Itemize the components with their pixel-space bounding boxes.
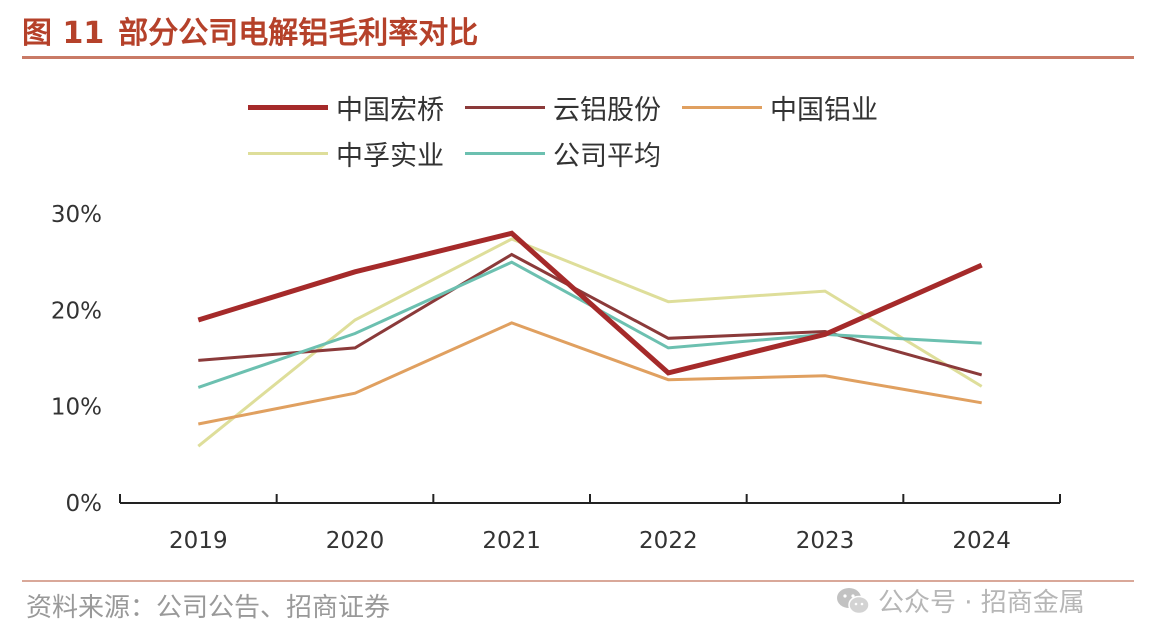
legend-swatch-series-2: [682, 105, 762, 109]
legend-swatch-series-4: [465, 151, 545, 155]
legend-swatch-series-3: [248, 151, 328, 155]
legend-swatch-series-0: [248, 104, 328, 110]
watermark-text: 公众号 · 招商金属: [878, 588, 1085, 618]
x-tick-label: 2021: [482, 528, 541, 554]
legend-label-series-4: 公司平均: [553, 140, 661, 172]
y-tick-label: 10%: [51, 395, 102, 421]
source-divider: [22, 580, 1134, 582]
watermark: 公众号 · 招商金属: [836, 582, 1085, 619]
series-line-0: [197, 230, 983, 376]
series-lines: [197, 230, 983, 448]
source-note: 资料来源：公司公告、招商证券: [26, 593, 391, 623]
legend-item-series-3: 中孚实业: [248, 136, 444, 172]
x-axis: 2019 2020 2021 2022 2023 2024: [119, 494, 1061, 554]
title-divider: [22, 56, 1134, 59]
legend-label-series-2: 中国铝业: [770, 94, 878, 126]
x-tick-label: 2019: [169, 528, 228, 554]
wechat-icon: [837, 587, 870, 614]
figure-number: 图 11: [22, 16, 105, 51]
x-tick-label: 2020: [326, 528, 385, 554]
series-line-1: [198, 252, 983, 377]
y-tick-label: 20%: [51, 298, 102, 324]
legend-item-series-4: 公司平均: [465, 136, 661, 172]
series-line-4: [197, 260, 982, 389]
legend-item-series-2: 中国铝业: [682, 90, 878, 126]
legend-label-series-1: 云铝股份: [553, 94, 661, 126]
y-axis-tick-labels: 0% 10% 20% 30%: [51, 202, 102, 517]
x-tick-label: 2022: [639, 528, 698, 554]
figure-title-text: 部分公司电解铝毛利率对比: [118, 16, 479, 51]
y-tick-label: 0%: [66, 491, 103, 517]
x-tick-label: 2024: [952, 528, 1011, 554]
y-tick-label: 30%: [51, 202, 102, 228]
legend-swatch-series-1: [465, 105, 545, 109]
legend-label-series-0: 中国宏桥: [336, 94, 444, 126]
figure-title: 图 11 部分公司电解铝毛利率对比: [22, 12, 478, 56]
legend-item-series-0: 中国宏桥: [248, 90, 444, 126]
x-tick-label: 2023: [796, 528, 855, 554]
series-line-2: [198, 321, 982, 426]
legend-item-series-1: 云铝股份: [465, 90, 661, 126]
legend-label-series-3: 中孚实业: [336, 140, 444, 172]
